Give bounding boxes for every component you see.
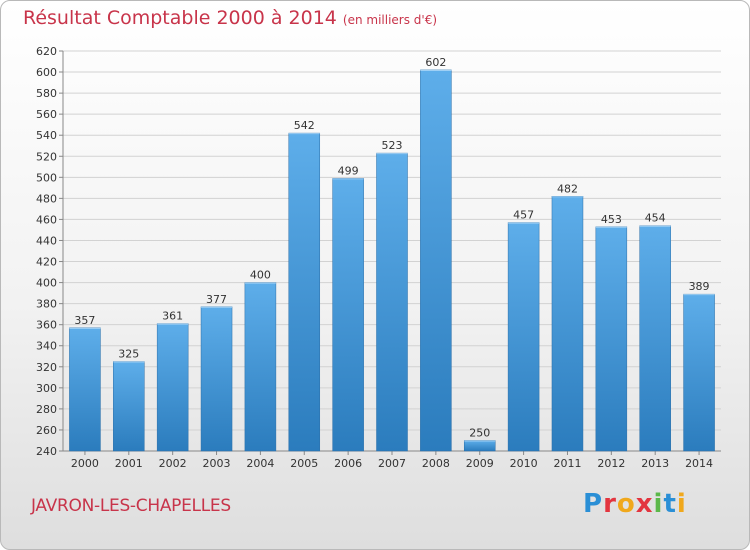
y-tick-label: 440	[36, 234, 57, 247]
data-label-2010: 457	[513, 209, 534, 222]
bar-2003	[200, 306, 233, 452]
commune-name: JAVRON-LES-CHAPELLES	[31, 496, 231, 516]
chart-unit: (en milliers d'€)	[342, 13, 438, 27]
x-tick-label-2010: 2010	[510, 457, 538, 470]
y-tick-label: 560	[36, 108, 57, 121]
data-label-2014: 389	[689, 280, 710, 293]
bar-2011	[551, 196, 584, 452]
logo-letter: r	[603, 489, 617, 519]
x-tick-label-2001: 2001	[115, 457, 143, 470]
x-tick-label-2003: 2003	[203, 457, 231, 470]
bar-2000	[69, 327, 101, 452]
y-tick-label: 360	[36, 319, 57, 332]
x-tick-label-2004: 2004	[246, 457, 274, 470]
x-tick-label-2000: 2000	[71, 457, 99, 470]
data-label-2013: 454	[645, 212, 666, 225]
y-tick-label: 580	[36, 87, 57, 100]
y-tick-label: 320	[36, 361, 57, 374]
y-tick-label: 300	[36, 382, 57, 395]
logo-letter: t	[663, 489, 677, 519]
y-tick-label: 240	[36, 445, 57, 458]
bar-2009	[463, 440, 496, 452]
logo-letter: x	[635, 489, 654, 519]
chart-title: Résultat Comptable 2000 à 2014 (en millie…	[23, 7, 437, 29]
bar-2010	[507, 222, 540, 452]
x-tick-label-2008: 2008	[422, 457, 450, 470]
y-tick-label: 500	[36, 171, 57, 184]
bar-2013	[639, 225, 671, 452]
x-tick-label-2009: 2009	[466, 457, 494, 470]
y-tick-label: 260	[36, 424, 57, 437]
y-tick-label: 520	[36, 150, 57, 163]
y-tick-label: 600	[36, 66, 57, 79]
bar-2001	[113, 361, 145, 452]
data-label-2011: 482	[557, 182, 578, 195]
x-tick-label-2006: 2006	[334, 457, 362, 470]
data-label-2012: 453	[601, 213, 622, 226]
data-label-2005: 542	[294, 119, 315, 132]
y-tick-label: 380	[36, 298, 57, 311]
x-tick-label-2013: 2013	[641, 457, 669, 470]
data-label-2000: 357	[74, 314, 95, 327]
bar-2014	[683, 293, 715, 452]
bar-2007	[376, 152, 408, 452]
data-label-2002: 361	[162, 310, 183, 323]
y-tick-label: 620	[36, 45, 57, 58]
bar-2004	[244, 282, 277, 452]
data-label-2001: 325	[118, 348, 139, 361]
logo-letter: i	[676, 489, 687, 519]
y-tick-label: 420	[36, 256, 57, 269]
logo-letter: P	[583, 489, 604, 519]
y-tick-label: 540	[36, 129, 57, 142]
tick-labels: 240 260 280 300 320 340 360 380 400 420 440 460 480 5…	[36, 45, 713, 470]
y-tick-label: 400	[36, 277, 57, 290]
bar-2012	[595, 226, 628, 452]
y-tick-label: 340	[36, 340, 57, 353]
x-tick-label-2011: 2011	[553, 457, 581, 470]
data-label-2003: 377	[206, 293, 227, 306]
data-label-2004: 400	[250, 269, 271, 282]
proxiti-logo: Proxiti	[583, 489, 687, 519]
x-tick-label-2007: 2007	[378, 457, 406, 470]
y-tick-label: 480	[36, 192, 57, 205]
x-tick-label-2002: 2002	[159, 457, 187, 470]
x-tick-label-2012: 2012	[597, 457, 625, 470]
data-labels: 357 325 361 377 400 542 499 523 602 250 457 482 453 4…	[74, 56, 709, 440]
x-tick-label-2005: 2005	[290, 457, 318, 470]
chart-title-text: Résultat Comptable 2000 à 2014	[23, 7, 337, 29]
y-tick-label: 460	[36, 213, 57, 226]
logo-letter: o	[616, 489, 636, 519]
y-tick-label: 280	[36, 403, 57, 416]
data-label-2008: 602	[425, 56, 446, 69]
data-label-2006: 499	[338, 164, 359, 177]
bars	[69, 69, 715, 452]
data-label-2009: 250	[469, 426, 490, 439]
bar-2005	[288, 132, 321, 452]
x-tick-label-2014: 2014	[685, 457, 713, 470]
bar-2002	[156, 323, 189, 452]
bar-2006	[332, 178, 364, 452]
bar-2008	[420, 69, 452, 452]
data-label-2007: 523	[382, 139, 403, 152]
logo-letter: i	[653, 489, 664, 519]
